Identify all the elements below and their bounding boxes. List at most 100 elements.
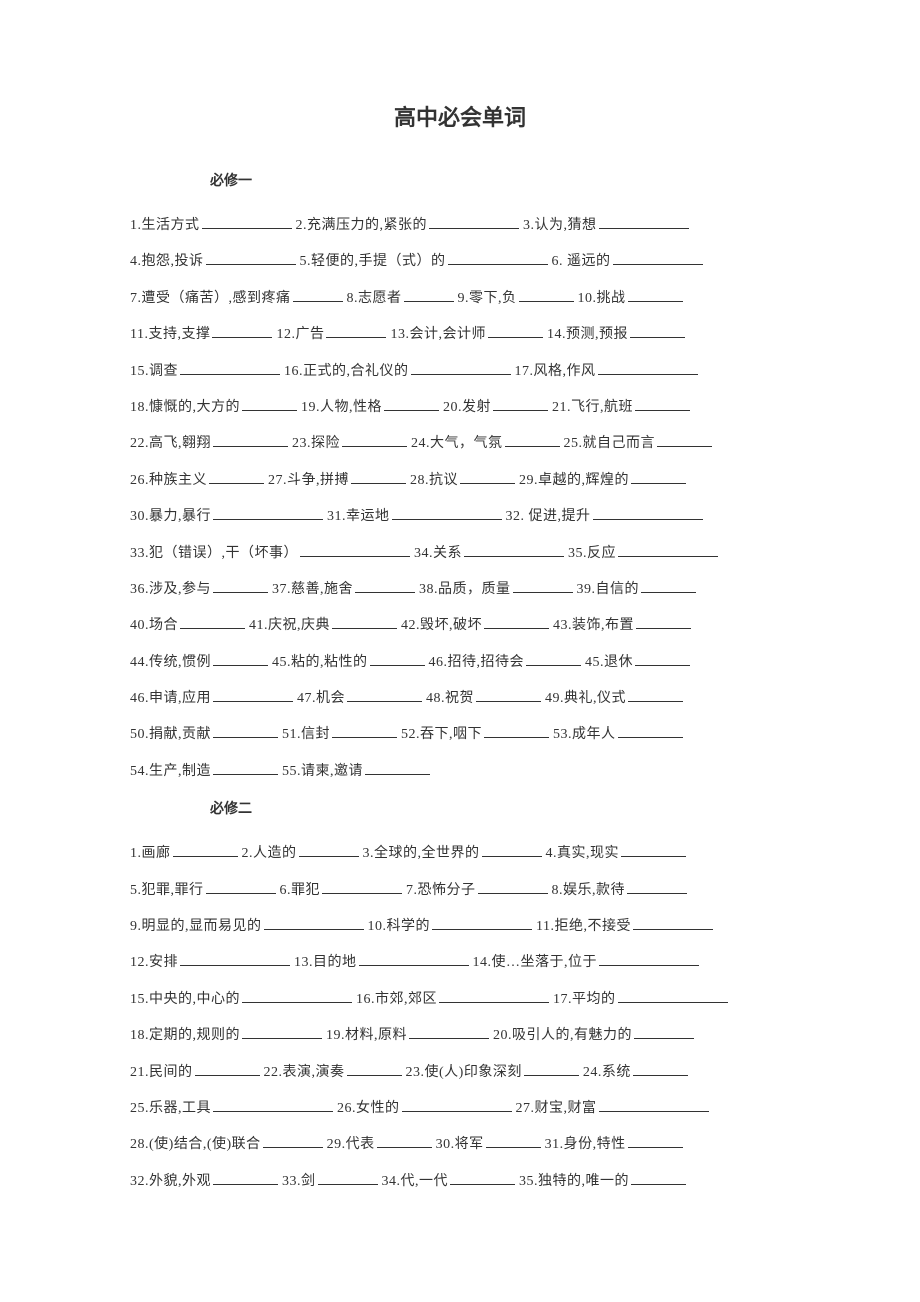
fill-blank	[195, 1062, 260, 1076]
fill-blank	[486, 1134, 541, 1148]
item-label: 20.吸引人的,有魅力的	[493, 1028, 632, 1043]
item-line: 21.民间的22.表演,演奏23.使(人)印象深刻24.系统	[130, 1055, 790, 1091]
fill-blank	[493, 397, 548, 411]
item-label: 23.使(人)印象深刻	[406, 1065, 522, 1080]
fill-blank	[432, 916, 532, 930]
item-label: 40.场合	[130, 618, 178, 633]
item-label: 21.飞行,航班	[552, 400, 633, 415]
fill-blank	[332, 615, 397, 629]
fill-blank	[621, 843, 686, 857]
fill-blank	[513, 579, 573, 593]
fill-blank	[213, 761, 278, 775]
item-label: 30.暴力,暴行	[130, 509, 211, 524]
fill-blank	[351, 470, 406, 484]
fill-blank	[526, 652, 581, 666]
fill-blank	[213, 433, 288, 447]
fill-blank	[384, 397, 439, 411]
fill-blank	[377, 1134, 432, 1148]
fill-blank	[631, 1171, 686, 1185]
item-label: 55.请柬,邀请	[282, 764, 363, 779]
item-label: 18.定期的,规则的	[130, 1028, 240, 1043]
item-label: 37.慈善,施舍	[272, 582, 353, 597]
fill-blank	[641, 579, 696, 593]
item-line: 26.种族主义27.斗争,拼搏28.抗议29.卓越的,辉煌的	[130, 463, 790, 499]
item-line: 15.调查16.正式的,合礼仪的17.风格,作风	[130, 354, 790, 390]
item-line: 22.高飞,翱翔23.探险24.大气，气氛25.就自己而言	[130, 426, 790, 462]
fill-blank	[618, 989, 728, 1003]
item-label: 30.将军	[436, 1137, 484, 1152]
item-label: 48.祝贺	[426, 691, 474, 706]
item-label: 3.认为,猜想	[523, 218, 597, 233]
item-label: 16.市郊,郊区	[356, 992, 437, 1007]
fill-blank	[627, 880, 687, 894]
item-label: 5.犯罪,罪行	[130, 883, 204, 898]
fill-blank	[613, 251, 703, 265]
item-line: 15.中央的,中心的16.市郊,郊区17.平均的	[130, 982, 790, 1018]
fill-blank	[429, 215, 519, 229]
item-label: 11.支持,支撑	[130, 327, 210, 342]
fill-blank	[180, 361, 280, 375]
fill-blank	[242, 1025, 322, 1039]
item-line: 50.捐献,贡献51.信封52.吞下,咽下53.成年人	[130, 717, 790, 753]
item-label: 14.预测,预报	[547, 327, 628, 342]
fill-blank	[482, 843, 542, 857]
fill-blank	[322, 880, 402, 894]
fill-blank	[599, 952, 699, 966]
fill-blank	[365, 761, 430, 775]
item-label: 5.轻便的,手提（式）的	[300, 254, 446, 269]
fill-blank	[524, 1062, 579, 1076]
item-label: 12.安排	[130, 955, 178, 970]
item-label: 51.信封	[282, 727, 330, 742]
fill-blank	[628, 288, 683, 302]
item-line: 1.生活方式2.充满压力的,紧张的3.认为,猜想	[130, 208, 790, 244]
item-label: 52.吞下,咽下	[401, 727, 482, 742]
fill-blank	[355, 579, 415, 593]
item-line: 40.场合41.庆祝,庆典42.毁坏,破坏43.装饰,布置	[130, 608, 790, 644]
item-label: 13.会计,会计师	[390, 327, 486, 342]
item-label: 26.种族主义	[130, 473, 207, 488]
item-label: 17.风格,作风	[515, 364, 596, 379]
fill-blank	[206, 251, 296, 265]
item-label: 24.大气，气氛	[411, 436, 503, 451]
fill-blank	[209, 470, 264, 484]
fill-blank	[484, 615, 549, 629]
item-label: 46.招待,招待会	[429, 655, 525, 670]
fill-blank	[409, 1025, 489, 1039]
fill-blank	[478, 880, 548, 894]
fill-blank	[213, 506, 323, 520]
fill-blank	[370, 652, 425, 666]
fill-blank	[618, 724, 683, 738]
item-line: 25.乐器,工具26.女性的27.财宝,财富	[130, 1091, 790, 1127]
item-label: 45.粘的,粘性的	[272, 655, 368, 670]
fill-blank	[299, 843, 359, 857]
fill-blank	[404, 288, 454, 302]
fill-blank	[633, 916, 713, 930]
item-label: 1.画廊	[130, 846, 171, 861]
fill-blank	[242, 397, 297, 411]
item-label: 4.抱怨,投诉	[130, 254, 204, 269]
fill-blank	[464, 543, 564, 557]
item-label: 34.关系	[414, 546, 462, 561]
fill-blank	[593, 506, 703, 520]
item-label: 14.使…坐落于,位于	[473, 955, 598, 970]
item-label: 17.平均的	[553, 992, 616, 1007]
section-header: 必修一	[210, 170, 790, 190]
item-label: 13.目的地	[294, 955, 357, 970]
item-label: 50.捐献,贡献	[130, 727, 211, 742]
fill-blank	[202, 215, 292, 229]
fill-blank	[300, 543, 410, 557]
item-label: 29.卓越的,辉煌的	[519, 473, 629, 488]
content-container: 必修一 1.生活方式2.充满压力的,紧张的3.认为,猜想 4.抱怨,投诉 5.轻便的,…	[130, 162, 790, 1200]
fill-blank	[173, 843, 238, 857]
fill-blank	[347, 1062, 402, 1076]
fill-blank	[634, 1025, 694, 1039]
item-label: 28.抗议	[410, 473, 458, 488]
fill-blank	[212, 324, 272, 338]
item-label: 21.民间的	[130, 1065, 193, 1080]
item-line: 30.暴力,暴行31.幸运地32. 促进,提升	[130, 499, 790, 535]
item-label: 44.传统,惯例	[130, 655, 211, 670]
item-label: 31.身份,特性	[545, 1137, 626, 1152]
fill-blank	[599, 1098, 709, 1112]
item-line: 5.犯罪,罪行6.罪犯7.恐怖分子8.娱乐,款待	[130, 873, 790, 909]
item-line: 12.安排 13.目的地 14.使…坐落于,位于	[130, 945, 790, 981]
